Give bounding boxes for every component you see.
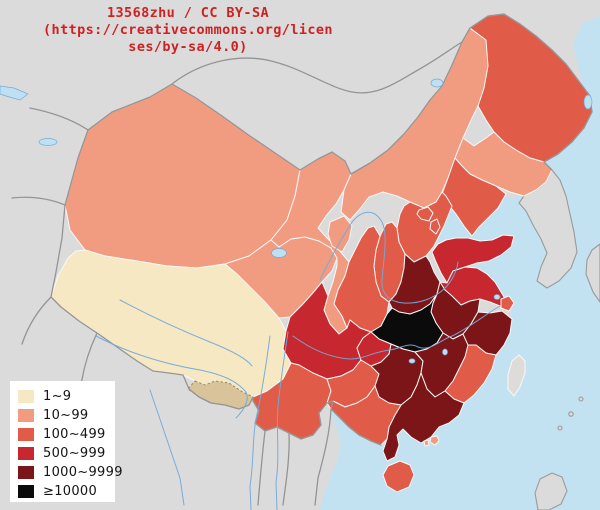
- ryukyu-island: [578, 396, 584, 402]
- legend-swatch: [18, 428, 34, 441]
- indochina-borders: [257, 408, 332, 506]
- legend-item: 1000~9999: [18, 463, 122, 482]
- china-southwest-border: [50, 204, 382, 446]
- legend-label: 1~9: [43, 389, 72, 404]
- region-chongqing: [356, 331, 392, 367]
- attribution-line-3: ses/by-sa/4.0): [128, 39, 248, 55]
- korea-landmass: [518, 169, 578, 289]
- region-fujian: [444, 344, 497, 404]
- legend-label: 500~999: [43, 446, 106, 461]
- legend-label: 100~499: [43, 427, 106, 442]
- legend-label: ≥10000: [43, 484, 98, 499]
- china-north-border: [64, 13, 505, 206]
- region-taiwan: [507, 354, 526, 397]
- legend: 1~9 10~99 100~499 500~999 1000~9999 ≥10000: [10, 381, 122, 502]
- mongolia-russia-border: [171, 41, 463, 94]
- khanka-lake: [583, 94, 593, 110]
- philippines-luzon: [534, 472, 568, 510]
- attribution-line-1: 13568zhu / CC BY-SA: [106, 5, 270, 21]
- lakes: [0, 78, 593, 364]
- mekong-river: [275, 331, 289, 510]
- tai-lake: [493, 294, 501, 300]
- region-macau: [423, 439, 430, 447]
- brahmaputra-river: [95, 335, 248, 419]
- yangtze-river: [292, 305, 501, 360]
- tibet-river: [119, 299, 253, 367]
- ocean: [320, 16, 600, 510]
- legend-item: 10~99: [18, 406, 115, 425]
- map-overlays: [0, 13, 593, 510]
- issyk-kul-lake: [38, 138, 58, 146]
- salween-river: [249, 335, 271, 510]
- province-layer: [50, 13, 593, 493]
- rivers: [95, 211, 501, 510]
- legend-swatch: [18, 390, 34, 403]
- legend-swatch: [18, 466, 34, 479]
- region-hongkong: [429, 435, 440, 446]
- yellow-river: [319, 211, 459, 304]
- qinghai-lake: [271, 248, 287, 258]
- legend-swatch: [18, 409, 34, 422]
- balkhash-lake: [0, 85, 29, 101]
- region-beijing: [416, 206, 434, 222]
- attribution-line-2: (https://creativecommons.org/licen: [43, 22, 333, 38]
- legend-item: 500~999: [18, 444, 115, 463]
- region-shanghai: [500, 295, 515, 312]
- dongting-lake: [408, 358, 416, 364]
- region-hainan: [382, 460, 415, 493]
- legend-label: 1000~9999: [43, 465, 123, 480]
- region-hebei: [396, 191, 453, 263]
- poyang-lake: [442, 348, 448, 356]
- ganges-river: [149, 389, 185, 506]
- hulun-lake: [430, 78, 444, 88]
- ryukyu-island: [557, 425, 563, 431]
- foreign-countries: [518, 169, 600, 510]
- legend-item: ≥10000: [18, 482, 115, 501]
- legend-label: 10~99: [43, 408, 89, 423]
- legend-swatch: [18, 485, 34, 498]
- legend-item: 100~499: [18, 425, 115, 444]
- legend-swatch: [18, 447, 34, 460]
- japan-kyushu: [585, 243, 600, 303]
- attribution: 13568zhu / CC BY-SA (https://creativecom…: [2, 5, 374, 56]
- kazakhstan-border: [11, 107, 89, 206]
- region-ningxia: [327, 215, 353, 253]
- ryukyu-island: [568, 411, 574, 417]
- legend-item: 1~9: [18, 387, 115, 406]
- region-tianjin: [429, 218, 441, 235]
